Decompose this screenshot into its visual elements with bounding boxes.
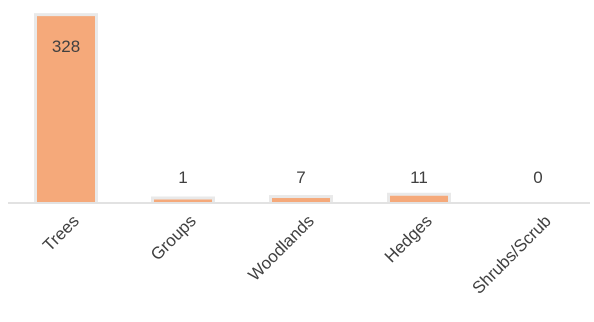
bar-trees	[37, 16, 95, 203]
data-label: 328	[52, 37, 80, 56]
data-label: 1	[178, 168, 187, 187]
data-label: 11	[410, 168, 428, 187]
data-label: 0	[533, 168, 542, 187]
x-tick-label: Hedges	[381, 211, 436, 266]
data-label: 7	[296, 168, 305, 187]
bars-layer	[34, 13, 451, 203]
bar-woodlands	[272, 198, 330, 202]
x-tick-labels-layer: Trees Groups Woodlands Hedges Shrubs/Scrub	[39, 211, 555, 297]
x-tick-label: Woodlands	[244, 211, 317, 284]
x-tick-label: Trees	[39, 211, 83, 255]
x-tick-label: Shrubs/Scrub	[469, 211, 555, 297]
bar-groups	[154, 199, 212, 202]
x-tick-label: Groups	[147, 211, 200, 264]
bar-shadow	[151, 196, 215, 202]
data-labels-layer: 328 1 7 11 0	[52, 37, 543, 187]
bar-hedges	[390, 195, 448, 202]
